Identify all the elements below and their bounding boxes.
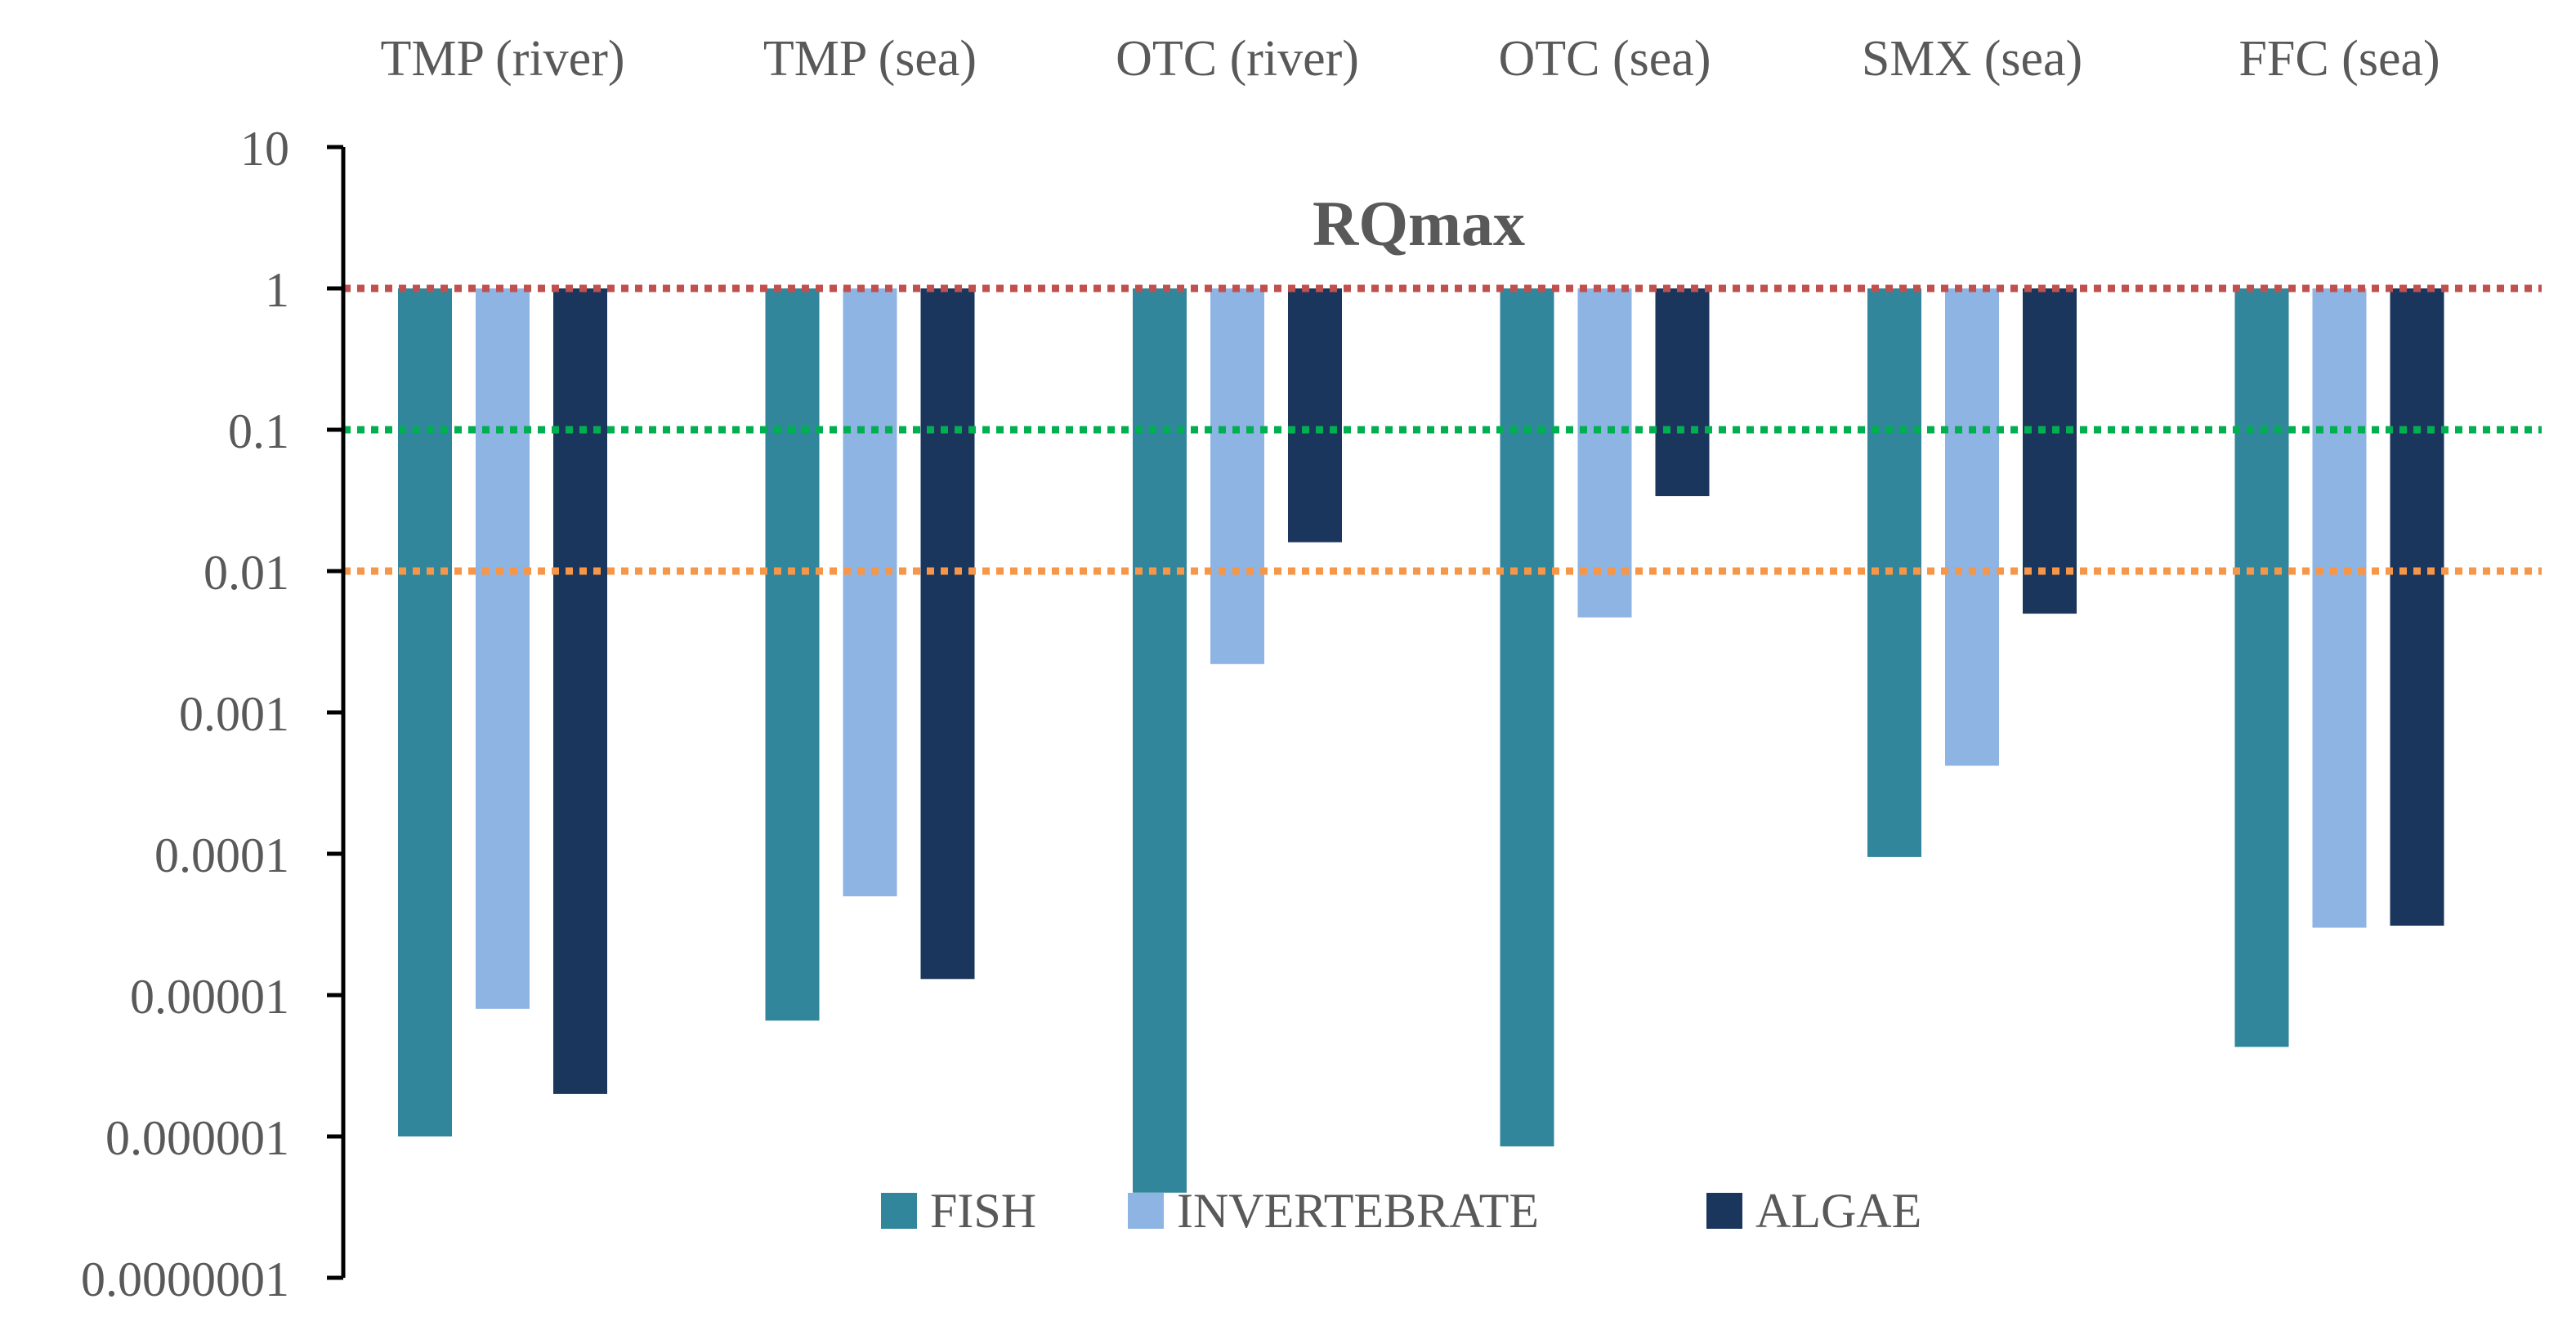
category-label: TMP (sea): [763, 31, 977, 87]
bar-fish-5: [2234, 288, 2289, 1047]
y-tick-label: 1: [265, 263, 289, 317]
y-tick-label: 0.00001: [130, 970, 289, 1024]
chart-title: RQmax: [1313, 188, 1525, 259]
bar-invertebrate-3: [1577, 288, 1632, 618]
legend-label-invertebrate: INVERTEBRATE: [1177, 1184, 1539, 1238]
bar-fish-3: [1500, 288, 1554, 1147]
legend-swatch-fish: [881, 1193, 917, 1229]
y-tick-label: 10: [240, 122, 289, 176]
category-label: OTC (sea): [1499, 31, 1711, 87]
y-tick-label: 0.01: [203, 546, 289, 600]
bar-invertebrate-4: [1945, 288, 1999, 766]
legend-swatch-invertebrate: [1128, 1193, 1164, 1229]
bar-fish-0: [398, 288, 452, 1136]
legend-label-algae: ALGAE: [1755, 1184, 1921, 1238]
bar-algae-4: [2023, 288, 2077, 614]
threshold-lines-layer: [343, 284, 2542, 575]
category-labels: TMP (river) TMP (sea) OTC (river) OTC (sea)…: [380, 31, 2440, 87]
bar-algae-5: [2390, 288, 2444, 926]
category-label: FFC (sea): [2238, 31, 2440, 87]
y-tick-label: 0.1: [228, 404, 289, 458]
legend-swatch-algae: [1706, 1193, 1742, 1229]
bar-invertebrate-2: [1210, 288, 1264, 664]
category-label: SMX (sea): [1862, 31, 2082, 87]
bar-invertebrate-0: [476, 288, 530, 1009]
y-tick-label: 0.000001: [105, 1111, 289, 1165]
category-label: TMP (river): [380, 31, 624, 87]
bar-algae-3: [1655, 288, 1710, 497]
bar-invertebrate-1: [843, 288, 897, 897]
bar-fish-2: [1133, 288, 1187, 1193]
bars-layer: [398, 288, 2444, 1193]
y-tick-label: 0.001: [179, 687, 289, 741]
bar-algae-1: [920, 288, 975, 980]
legend-label-fish: FISH: [930, 1184, 1036, 1238]
bar-invertebrate-5: [2312, 288, 2367, 928]
y-tick-label: 0.0000001: [81, 1252, 289, 1306]
category-label: OTC (river): [1116, 31, 1359, 87]
bar-algae-2: [1288, 288, 1342, 542]
bar-algae-0: [553, 288, 607, 1094]
y-tick-label: 0.0001: [154, 828, 289, 882]
legend: FISH INVERTEBRATE ALGAE: [881, 1184, 1921, 1238]
bar-fish-1: [765, 288, 820, 1021]
y-axis: 10 1 0.1 0.01 0.001 0.0001 0.00001 0.000001 0.00…: [81, 122, 346, 1306]
